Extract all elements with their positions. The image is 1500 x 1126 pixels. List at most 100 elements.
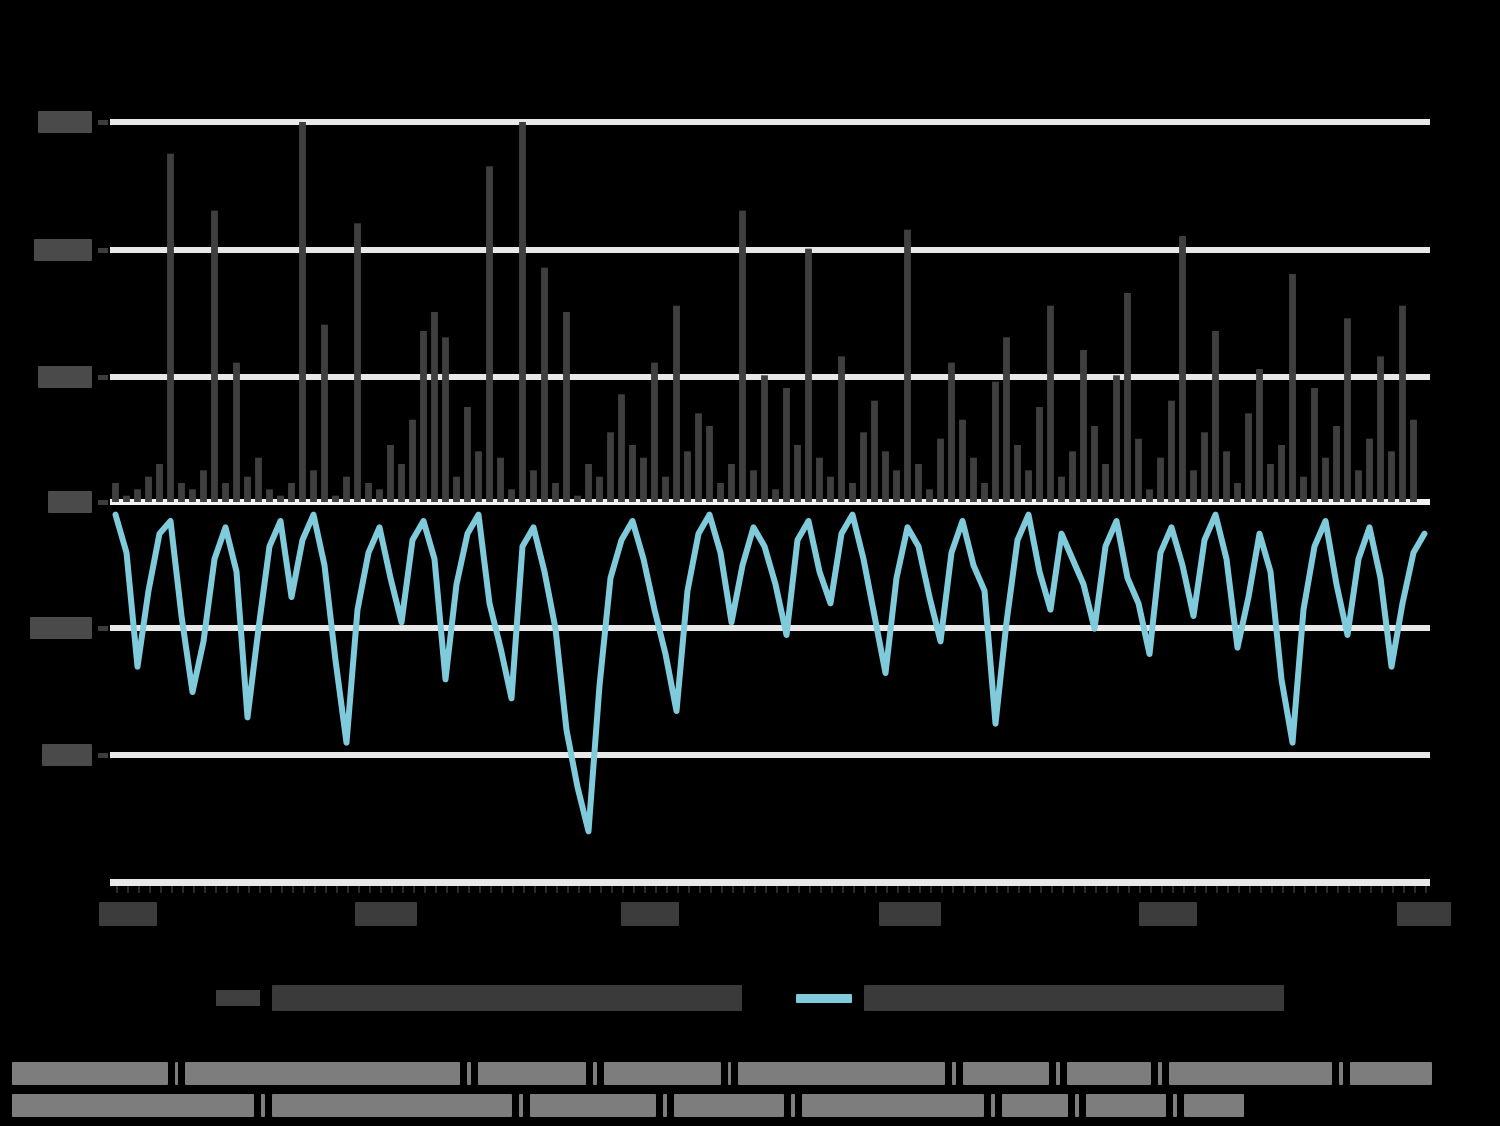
x-axis-tick-mark [489,886,492,893]
x-axis-tick-label [879,902,941,926]
footnote-text-block [663,1094,667,1117]
bar [255,457,262,502]
x-axis-tick-mark [698,886,701,893]
bar [266,489,273,502]
y-axis-tick-label [38,111,92,133]
footnote-text-block [952,1062,957,1085]
x-axis-tick-mark [907,886,910,893]
bar [145,476,152,502]
bar [805,248,812,502]
bar [178,483,185,502]
bar [1322,457,1329,502]
x-axis-tick-mark [808,886,811,893]
footnote-text-block [1066,1062,1152,1085]
bar [1377,356,1384,502]
footnote-text-block [674,1094,784,1117]
x-axis-tick-mark [247,886,250,893]
x-axis-tick-mark [1039,886,1042,893]
x-axis-tick-mark [632,886,635,893]
footnote-text-block [1338,1062,1343,1085]
x-axis-tick-mark [1358,886,1361,893]
x-axis-tick-mark [445,886,448,893]
bar [629,445,636,502]
bar [871,400,878,502]
bar [167,153,174,503]
bar [475,451,482,502]
x-axis-tick-mark [302,886,305,893]
x-axis-tick-mark [885,886,888,893]
bar [992,381,999,502]
bar [915,464,922,502]
x-axis-tick-mark [115,886,118,893]
x-axis-tick-mark [412,886,415,893]
bar [211,210,218,503]
bar [552,483,559,502]
x-axis-tick-mark [819,886,822,893]
bar [1047,305,1054,502]
bar [1410,419,1417,502]
drawdown-line [112,511,1428,835]
x-axis-tick-mark [951,886,954,893]
bar [332,495,339,502]
footnote-text-block [467,1062,471,1085]
bar [1267,464,1274,502]
bar [354,223,361,502]
bar [1179,236,1186,502]
x-axis-tick-mark [1314,886,1317,893]
bar [651,362,658,502]
x-axis-tick-mark [1017,886,1020,893]
bar [1113,375,1120,502]
bar [959,419,966,502]
legend-item-bars[interactable] [216,985,742,1011]
footnote-text-block [727,1062,732,1085]
x-axis-tick-mark [665,886,668,893]
x-axis-tick-mark [533,886,536,893]
bar [794,445,801,502]
legend-item-line[interactable] [796,985,1284,1011]
x-axis-tick-mark [1402,886,1405,893]
footnote-text-block [185,1062,461,1085]
x-axis-tick-mark [709,886,712,893]
chart-legend [0,975,1500,1021]
x-axis-tick-mark [1149,886,1152,893]
x-axis-tick-mark [423,886,426,893]
x-axis-tick-mark [874,886,877,893]
x-axis-tick-mark [1248,886,1251,893]
x-axis-tick-mark [720,886,723,893]
x-axis-tick-mark [863,886,866,893]
x-axis-tick-mark [753,886,756,893]
x-axis-tick-mark [1127,886,1130,893]
x-axis-tick-mark [181,886,184,893]
bar [662,476,669,502]
bar [948,362,955,502]
bar [288,483,295,502]
footnote-text-block [272,1094,512,1117]
bar [1212,331,1219,502]
x-axis-tick-label [1139,902,1197,926]
bar [1256,369,1263,502]
gridline [110,119,1430,125]
bar [585,464,592,502]
bar [717,483,724,502]
x-axis-tick-mark [676,886,679,893]
bar [1025,470,1032,502]
x-axis-tick-mark [1226,886,1229,893]
bar [1091,426,1098,502]
x-axis-tick-mark [291,886,294,893]
x-axis-tick-mark [280,886,283,893]
y-axis-tick-label [48,491,92,513]
x-axis-tick-mark [1237,886,1240,893]
x-axis-tick-mark [830,886,833,893]
bar [431,312,438,502]
bar [299,122,306,502]
x-axis-tick-label [355,902,417,926]
x-axis-tick-mark [346,886,349,893]
bar [618,394,625,502]
bar [1157,457,1164,502]
footnote-text-block [519,1094,523,1117]
footnote-text-block [12,1062,168,1085]
bar [541,267,548,502]
bar [233,362,240,502]
bar [783,388,790,502]
x-axis-tick-mark [203,886,206,893]
